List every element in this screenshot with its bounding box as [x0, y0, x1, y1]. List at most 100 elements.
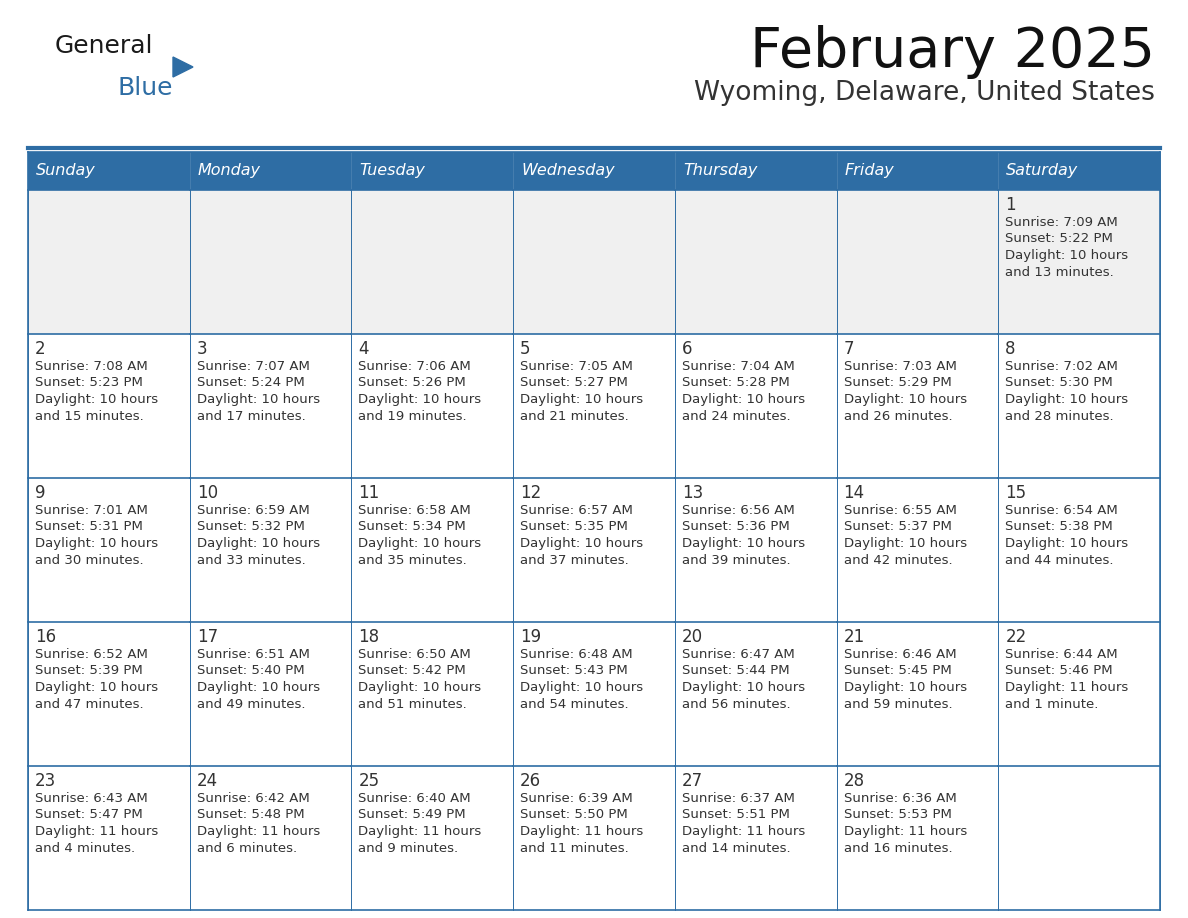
- Text: Sunset: 5:29 PM: Sunset: 5:29 PM: [843, 376, 952, 389]
- Text: Blue: Blue: [116, 76, 172, 100]
- Text: 16: 16: [34, 628, 56, 646]
- Text: Sunrise: 7:01 AM: Sunrise: 7:01 AM: [34, 504, 147, 517]
- Text: Daylight: 10 hours: Daylight: 10 hours: [682, 393, 805, 406]
- Text: Daylight: 10 hours: Daylight: 10 hours: [520, 537, 643, 550]
- Bar: [998, 478, 1159, 622]
- Bar: [675, 190, 836, 334]
- Text: Sunrise: 6:48 AM: Sunrise: 6:48 AM: [520, 648, 633, 661]
- Text: Sunrise: 6:59 AM: Sunrise: 6:59 AM: [197, 504, 309, 517]
- Text: and 56 minutes.: and 56 minutes.: [682, 698, 790, 711]
- Bar: [513, 334, 675, 478]
- Text: Sunset: 5:27 PM: Sunset: 5:27 PM: [520, 376, 628, 389]
- Bar: [352, 622, 513, 766]
- Text: Thursday: Thursday: [683, 163, 757, 178]
- Text: Daylight: 10 hours: Daylight: 10 hours: [34, 537, 158, 550]
- Text: 7: 7: [843, 340, 854, 358]
- Text: Sunset: 5:34 PM: Sunset: 5:34 PM: [359, 521, 466, 533]
- Text: Wyoming, Delaware, United States: Wyoming, Delaware, United States: [694, 80, 1155, 106]
- Text: and 42 minutes.: and 42 minutes.: [843, 554, 953, 566]
- Text: 19: 19: [520, 628, 542, 646]
- Text: 3: 3: [197, 340, 208, 358]
- Bar: [675, 334, 836, 478]
- Text: Sunset: 5:22 PM: Sunset: 5:22 PM: [1005, 232, 1113, 245]
- Text: 14: 14: [843, 484, 865, 502]
- Text: 1: 1: [1005, 196, 1016, 214]
- Text: and 17 minutes.: and 17 minutes.: [197, 409, 305, 422]
- Bar: [513, 190, 675, 334]
- Text: and 28 minutes.: and 28 minutes.: [1005, 409, 1114, 422]
- Text: Sunset: 5:37 PM: Sunset: 5:37 PM: [843, 521, 952, 533]
- Text: and 26 minutes.: and 26 minutes.: [843, 409, 953, 422]
- Text: and 6 minutes.: and 6 minutes.: [197, 842, 297, 855]
- Text: 13: 13: [682, 484, 703, 502]
- Text: Friday: Friday: [845, 163, 895, 178]
- Text: Sunset: 5:45 PM: Sunset: 5:45 PM: [843, 665, 952, 677]
- Text: Daylight: 10 hours: Daylight: 10 hours: [197, 393, 320, 406]
- Text: Sunrise: 7:09 AM: Sunrise: 7:09 AM: [1005, 216, 1118, 229]
- Text: Sunrise: 6:55 AM: Sunrise: 6:55 AM: [843, 504, 956, 517]
- Text: Daylight: 10 hours: Daylight: 10 hours: [1005, 249, 1129, 262]
- Text: 12: 12: [520, 484, 542, 502]
- Bar: [29, 478, 190, 622]
- Text: Sunset: 5:46 PM: Sunset: 5:46 PM: [1005, 665, 1113, 677]
- Text: and 13 minutes.: and 13 minutes.: [1005, 265, 1114, 278]
- Bar: [352, 478, 513, 622]
- Text: Sunrise: 7:06 AM: Sunrise: 7:06 AM: [359, 360, 472, 373]
- Text: and 49 minutes.: and 49 minutes.: [197, 698, 305, 711]
- Text: Sunset: 5:23 PM: Sunset: 5:23 PM: [34, 376, 143, 389]
- Text: Sunrise: 6:56 AM: Sunrise: 6:56 AM: [682, 504, 795, 517]
- Bar: [29, 334, 190, 478]
- Text: 5: 5: [520, 340, 531, 358]
- Polygon shape: [173, 57, 192, 77]
- Text: 27: 27: [682, 772, 703, 790]
- Text: Monday: Monday: [197, 163, 260, 178]
- Bar: [190, 478, 352, 622]
- Bar: [29, 152, 1159, 190]
- Bar: [513, 622, 675, 766]
- Text: Sunset: 5:28 PM: Sunset: 5:28 PM: [682, 376, 790, 389]
- Bar: [352, 334, 513, 478]
- Text: 24: 24: [197, 772, 217, 790]
- Bar: [836, 478, 998, 622]
- Text: 23: 23: [34, 772, 56, 790]
- Text: Daylight: 10 hours: Daylight: 10 hours: [34, 393, 158, 406]
- Text: and 9 minutes.: and 9 minutes.: [359, 842, 459, 855]
- Text: Sunset: 5:36 PM: Sunset: 5:36 PM: [682, 521, 790, 533]
- Text: Daylight: 10 hours: Daylight: 10 hours: [359, 393, 481, 406]
- Text: and 33 minutes.: and 33 minutes.: [197, 554, 305, 566]
- Text: Sunrise: 6:57 AM: Sunrise: 6:57 AM: [520, 504, 633, 517]
- Text: 25: 25: [359, 772, 379, 790]
- Bar: [998, 622, 1159, 766]
- Text: and 1 minute.: and 1 minute.: [1005, 698, 1099, 711]
- Text: Sunrise: 6:44 AM: Sunrise: 6:44 AM: [1005, 648, 1118, 661]
- Bar: [836, 622, 998, 766]
- Text: and 47 minutes.: and 47 minutes.: [34, 698, 144, 711]
- Text: and 39 minutes.: and 39 minutes.: [682, 554, 790, 566]
- Text: Sunset: 5:32 PM: Sunset: 5:32 PM: [197, 521, 304, 533]
- Text: Sunrise: 7:07 AM: Sunrise: 7:07 AM: [197, 360, 310, 373]
- Text: Sunrise: 6:51 AM: Sunrise: 6:51 AM: [197, 648, 310, 661]
- Text: Daylight: 11 hours: Daylight: 11 hours: [682, 825, 805, 838]
- Text: Sunrise: 6:36 AM: Sunrise: 6:36 AM: [843, 792, 956, 805]
- Bar: [352, 766, 513, 910]
- Text: Daylight: 10 hours: Daylight: 10 hours: [843, 393, 967, 406]
- Text: Daylight: 10 hours: Daylight: 10 hours: [197, 537, 320, 550]
- Text: Sunrise: 6:54 AM: Sunrise: 6:54 AM: [1005, 504, 1118, 517]
- Text: and 11 minutes.: and 11 minutes.: [520, 842, 628, 855]
- Text: Sunrise: 7:08 AM: Sunrise: 7:08 AM: [34, 360, 147, 373]
- Text: February 2025: February 2025: [750, 25, 1155, 79]
- Text: Sunrise: 7:03 AM: Sunrise: 7:03 AM: [843, 360, 956, 373]
- Text: Sunset: 5:49 PM: Sunset: 5:49 PM: [359, 809, 466, 822]
- Text: General: General: [55, 34, 153, 58]
- Text: Sunset: 5:44 PM: Sunset: 5:44 PM: [682, 665, 790, 677]
- Text: and 15 minutes.: and 15 minutes.: [34, 409, 144, 422]
- Bar: [190, 766, 352, 910]
- Text: Daylight: 11 hours: Daylight: 11 hours: [520, 825, 644, 838]
- Text: Sunset: 5:48 PM: Sunset: 5:48 PM: [197, 809, 304, 822]
- Text: 4: 4: [359, 340, 369, 358]
- Bar: [29, 766, 190, 910]
- Bar: [29, 622, 190, 766]
- Text: Sunset: 5:38 PM: Sunset: 5:38 PM: [1005, 521, 1113, 533]
- Text: and 4 minutes.: and 4 minutes.: [34, 842, 135, 855]
- Text: 18: 18: [359, 628, 379, 646]
